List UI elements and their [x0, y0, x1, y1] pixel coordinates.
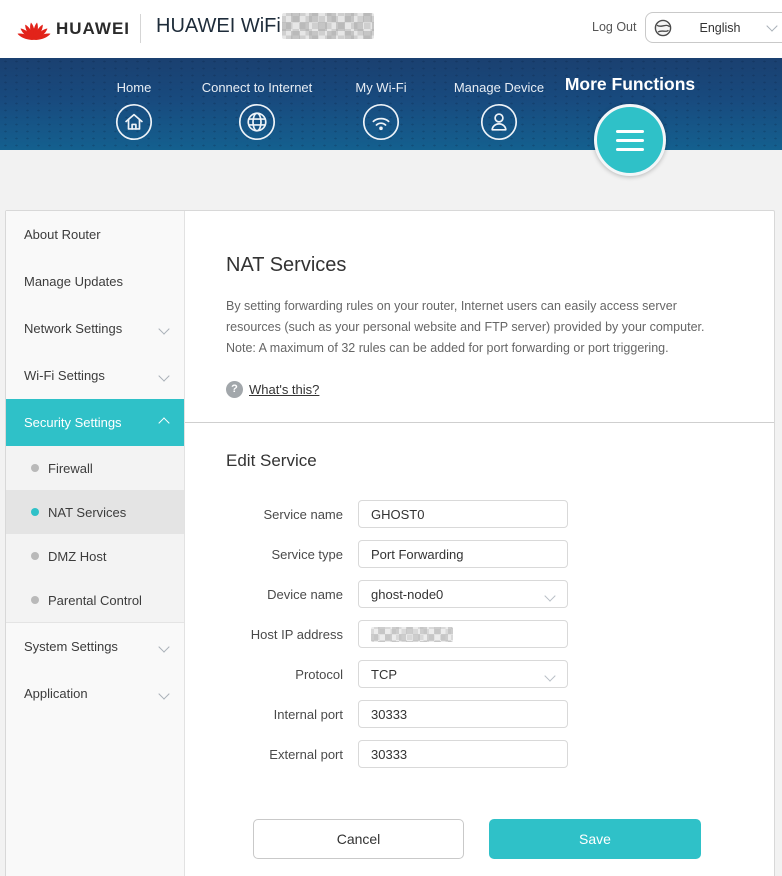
language-label: English: [699, 20, 741, 35]
sidebar-item-dmz-host[interactable]: DMZ Host: [6, 534, 184, 578]
sidebar-item-parental-control[interactable]: Parental Control: [6, 578, 184, 622]
form-row-protocol: Protocol TCP: [226, 660, 774, 688]
sidebar-item-application[interactable]: Application: [6, 670, 184, 717]
bullet-icon: [31, 508, 39, 516]
nav-item-label: My Wi-Fi: [355, 80, 407, 95]
main-nav: Home Connect to Internet My Wi-Fi: [0, 58, 782, 176]
content: NAT Services By setting forwarding rules…: [185, 211, 774, 876]
cancel-button[interactable]: Cancel: [253, 819, 464, 859]
redacted-model-name: [282, 13, 374, 39]
form-row-internal-port: Internal port: [226, 700, 774, 728]
header-divider: [140, 14, 141, 43]
field-label: Host IP address: [250, 626, 343, 642]
chevron-down-icon: [158, 369, 170, 382]
top-header: HUAWEI HUAWEI WiFi Log Out English: [0, 0, 782, 58]
huawei-flower-icon: [16, 22, 52, 42]
sidebar-item-firewall[interactable]: Firewall: [6, 446, 184, 490]
nav-item-connect-to-internet[interactable]: Connect to Internet: [182, 80, 332, 141]
sidebar-item-about-router[interactable]: About Router: [24, 227, 101, 242]
bullet-icon: [31, 596, 39, 604]
form-row-device-name: Device name ghost-node0: [226, 580, 774, 608]
sidebar-item-manage-updates[interactable]: Manage Updates: [24, 274, 124, 289]
service-name-input[interactable]: [358, 500, 568, 528]
nav-item-manage-device[interactable]: Manage Device: [424, 80, 574, 141]
chevron-down-icon: [158, 640, 170, 653]
redacted-ip-value: [371, 626, 453, 642]
chevron-up-icon: [158, 416, 170, 429]
page-title: NAT Services: [226, 254, 347, 276]
sidebar-item-wifi-settings[interactable]: Wi-Fi Settings: [6, 352, 184, 399]
chevron-down-icon: [544, 590, 556, 602]
chevron-down-icon: [766, 20, 778, 32]
form-row-service-name: Service name: [226, 500, 774, 528]
chevron-down-icon: [544, 670, 556, 682]
external-port-input[interactable]: [358, 740, 568, 768]
settings-panel: About Router Manage Updates Network Sett…: [5, 210, 775, 876]
nav-item-more-functions[interactable]: More Functions: [564, 74, 696, 94]
sidebar: About Router Manage Updates Network Sett…: [6, 211, 185, 876]
home-icon: [115, 103, 153, 141]
person-icon: [480, 103, 518, 141]
field-label: Internal port: [273, 706, 343, 722]
help-row: ? What's this?: [226, 381, 774, 398]
nav-item-label: Manage Device: [453, 80, 545, 95]
save-button[interactable]: Save: [489, 819, 701, 859]
page-description: By setting forwarding rules on your rout…: [226, 299, 705, 355]
globe-icon: [654, 19, 672, 36]
wifi-icon: [362, 103, 400, 141]
form-row-host-ip: Host IP address: [226, 620, 774, 648]
chevron-down-icon: [158, 322, 170, 335]
edit-service-title: Edit Service: [226, 451, 317, 470]
nav-item-label: Connect to Internet: [201, 80, 313, 95]
field-label: Device name: [267, 586, 343, 602]
sidebar-item-nat-services[interactable]: NAT Services: [6, 490, 184, 534]
service-type-box: Port Forwarding: [358, 540, 568, 568]
more-functions-menu-button[interactable]: [594, 104, 666, 176]
form-actions: Cancel Save: [226, 819, 774, 859]
field-label: Service type: [271, 546, 343, 562]
protocol-select[interactable]: TCP: [358, 660, 568, 688]
sidebar-item-system-settings[interactable]: System Settings: [6, 623, 184, 670]
nav-item-my-wifi[interactable]: My Wi-Fi: [306, 80, 456, 141]
nav-item-label: Home: [116, 80, 152, 95]
language-selector[interactable]: English: [645, 12, 782, 43]
nav-item-home[interactable]: Home: [59, 80, 209, 141]
whats-this-link[interactable]: What's this?: [249, 382, 320, 397]
edit-service-form: Service name Service type Port Forwardin…: [226, 500, 774, 859]
form-row-service-type: Service type Port Forwarding: [226, 540, 774, 568]
bullet-icon: [31, 464, 39, 472]
sidebar-item-security-settings[interactable]: Security Settings: [6, 399, 184, 446]
section-divider: [185, 422, 774, 423]
field-label: External port: [269, 746, 343, 762]
host-ip-input[interactable]: [358, 620, 568, 648]
chevron-down-icon: [158, 687, 170, 700]
hamburger-icon: [616, 129, 644, 133]
huawei-wordmark: HUAWEI: [56, 19, 130, 38]
device-name-select[interactable]: ghost-node0: [358, 580, 568, 608]
bullet-icon: [31, 552, 39, 560]
security-submenu: Firewall NAT Services DMZ Host Parental …: [6, 446, 184, 623]
field-label: Service name: [263, 506, 343, 522]
sidebar-item-network-settings[interactable]: Network Settings: [6, 305, 184, 352]
form-row-external-port: External port: [226, 740, 774, 768]
internal-port-input[interactable]: [358, 700, 568, 728]
field-label: Protocol: [295, 666, 343, 682]
globe-icon: [238, 103, 276, 141]
question-icon: ?: [226, 381, 243, 398]
product-title: HUAWEI WiFi: [156, 15, 281, 37]
logout-button[interactable]: Log Out: [592, 20, 637, 34]
